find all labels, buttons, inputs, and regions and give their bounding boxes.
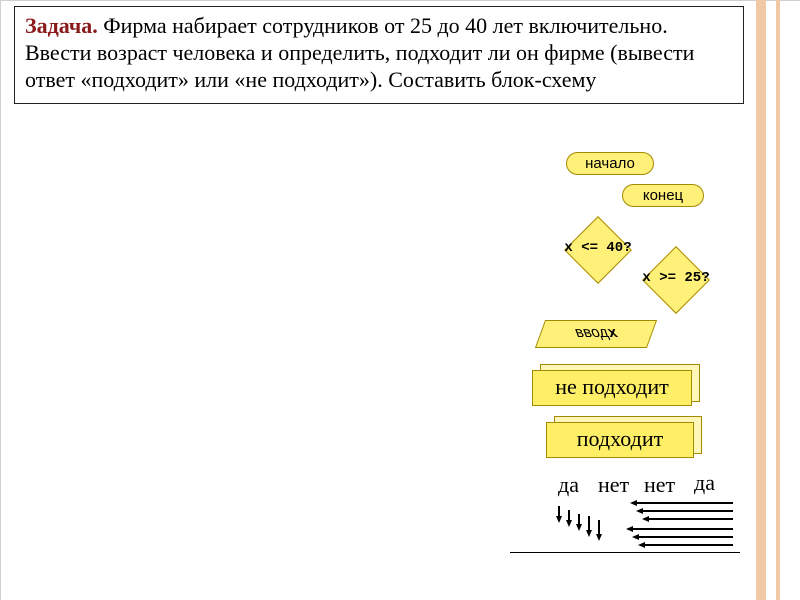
stage: Задача. Фирма набирает сотрудников от 25…	[0, 0, 800, 600]
output-not-fit: не подходит	[532, 370, 692, 408]
right-rail-outer	[776, 0, 780, 600]
terminator-end: конец	[622, 184, 704, 207]
terminator-start-label: начало	[585, 155, 635, 172]
output-fit: подходит	[546, 422, 694, 460]
output-not-fit-label: не подходит	[555, 374, 668, 399]
task-lead: Задача.	[25, 13, 98, 38]
terminator-start: начало	[566, 152, 654, 175]
label-yes-1: да	[558, 472, 579, 498]
decision-x-ge-25-label: x >= 25?	[636, 270, 716, 286]
terminator-end-label: конец	[643, 187, 683, 204]
label-no-2: нет	[644, 472, 675, 498]
task-body: Фирма набирает сотрудников от 25 до 40 л…	[25, 13, 694, 92]
label-no-1: нет	[598, 472, 629, 498]
task-box: Задача. Фирма набирает сотрудников от 25…	[14, 6, 744, 104]
decision-x-ge-25: x >= 25?	[612, 248, 732, 308]
io-input-x: ввод x	[535, 320, 657, 348]
label-yes-2: да	[694, 470, 715, 496]
output-fit-label: подходит	[577, 426, 663, 451]
baseline	[510, 552, 740, 553]
io-input-label: ввод x	[576, 324, 618, 342]
task-text: Задача. Фирма набирает сотрудников от 25…	[25, 13, 733, 93]
right-rail-inner	[756, 0, 766, 600]
